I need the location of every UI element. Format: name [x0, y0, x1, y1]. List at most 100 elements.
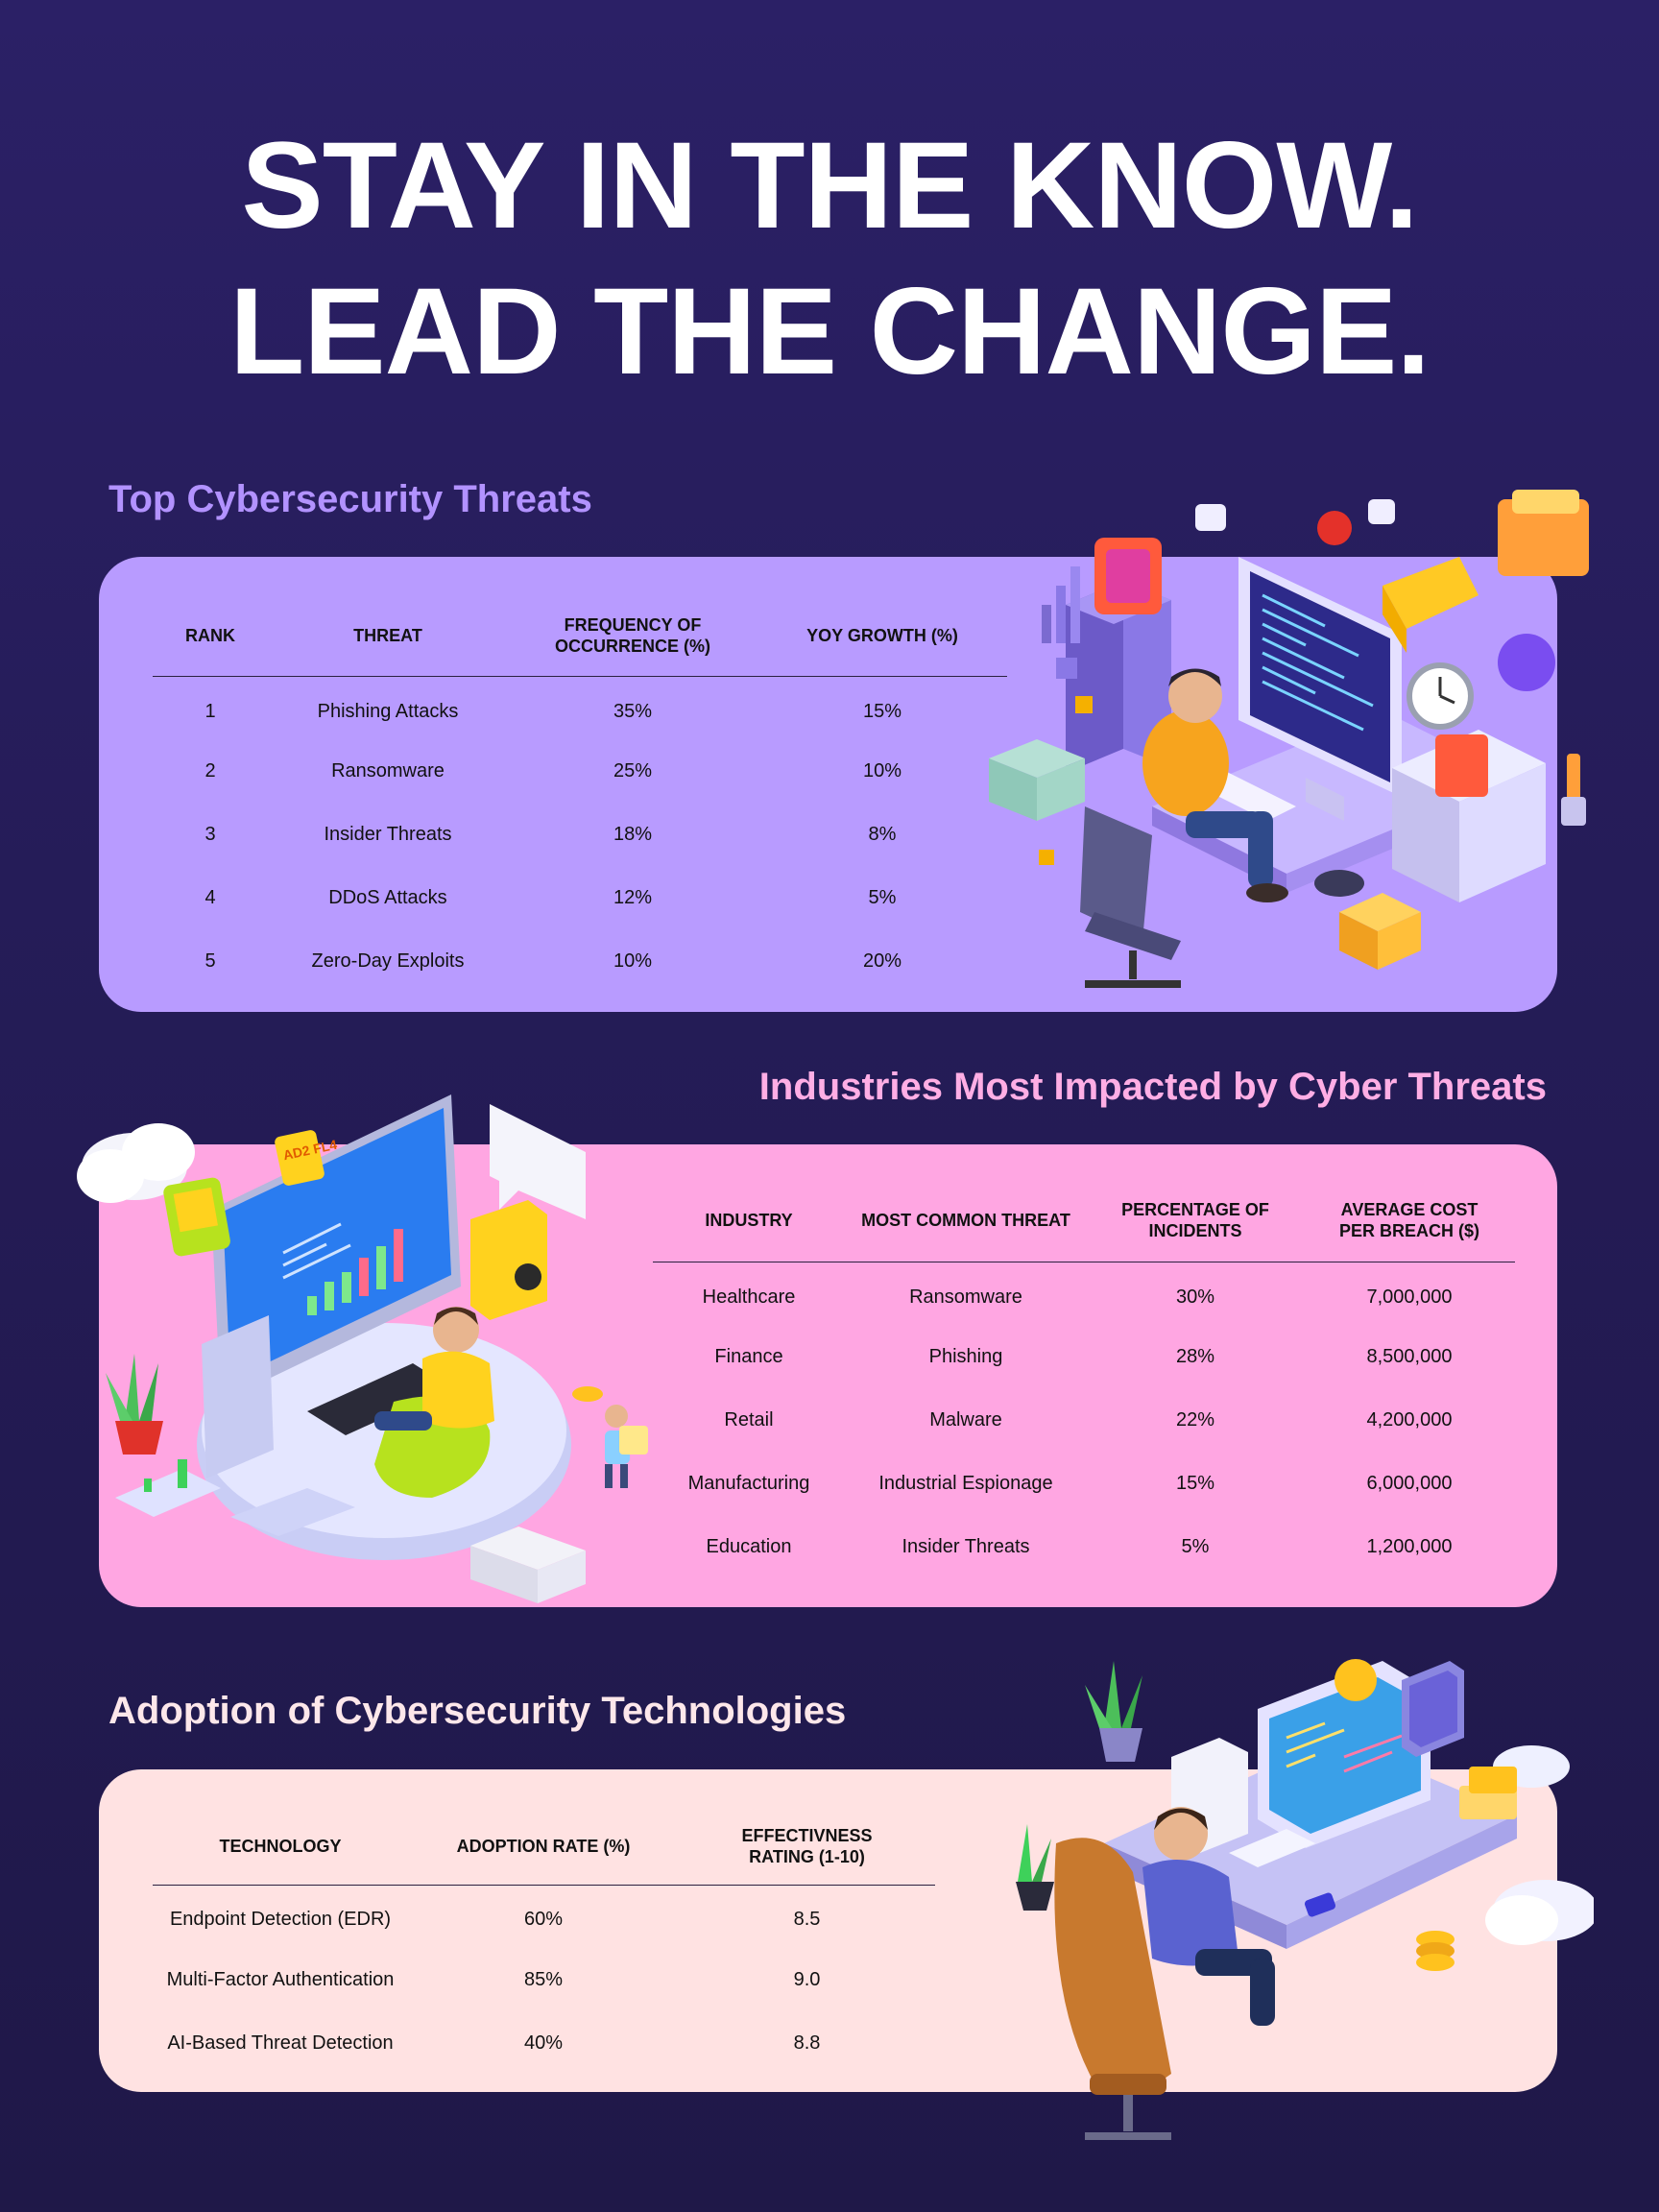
table-cell: 28%	[1175, 1345, 1215, 1367]
office-chair-icon	[1054, 1838, 1171, 2140]
virus-icon	[1317, 511, 1555, 691]
table-cell: 4,200,000	[1366, 1408, 1453, 1431]
column-header: INDUSTRY	[705, 1210, 793, 1230]
table-row: AI-Based Threat Detection 40% 8.8	[153, 2011, 935, 2075]
table-row: Education Insider Threats 5% 1,200,000	[653, 1515, 1515, 1578]
table-cell: 1	[204, 700, 216, 722]
table-cell: 15%	[862, 700, 902, 722]
person-icon	[1142, 1807, 1275, 2026]
table-row: Manufacturing Industrial Espionage 15% 6…	[653, 1452, 1515, 1515]
table-cell: Malware	[929, 1408, 1002, 1431]
table-cell: Ransomware	[909, 1286, 1022, 1308]
table-cell: Insider Threats	[902, 1535, 1030, 1557]
table-row: Healthcare Ransomware 30% 7,000,000	[653, 1262, 1515, 1325]
industries-table: INDUSTRY MOST COMMON THREAT PERCENTAGE O…	[653, 1179, 1515, 1578]
clock-icon	[1407, 662, 1474, 730]
table-header-row: TECHNOLOGY ADOPTION RATE (%) EFFECTIVNES…	[153, 1808, 935, 1885]
column-header: PERCENTAGE OF INCIDENTS	[1121, 1199, 1269, 1240]
headline-line-2: LEAD THE CHANGE.	[229, 263, 1431, 400]
industries-title: Industries Most Impacted by Cyber Threat…	[758, 1066, 1547, 1108]
column-header: YOY GROWTH (%)	[806, 625, 958, 645]
table-cell: 8.8	[793, 2032, 821, 2054]
table-cell: 6,000,000	[1366, 1472, 1453, 1494]
column-header: MOST COMMON THREAT	[861, 1210, 1070, 1230]
technologies-title: Adoption of Cybersecurity Technologies	[108, 1690, 847, 1732]
headline-line-1: STAY IN THE KNOW.	[241, 117, 1418, 254]
table-cell: 18%	[613, 823, 653, 845]
table-cell: 60%	[523, 1908, 564, 1930]
bar-chart-icon	[307, 1229, 403, 1315]
table-cell: 9.0	[793, 1968, 821, 1990]
table-cell: Manufacturing	[687, 1472, 810, 1494]
table-cell: 15%	[1175, 1472, 1215, 1494]
table-cell: Endpoint Detection (EDR)	[169, 1908, 392, 1930]
analytics-workstation-illustration: AD2 FL4	[77, 1094, 648, 1603]
table-cell: Education	[706, 1535, 792, 1557]
table-cell: 8,500,000	[1366, 1345, 1453, 1367]
threats-table: RANK THREAT FREQUENCY OF OCCURRENCE (%) …	[153, 595, 1007, 993]
table-row: Multi-Factor Authentication 85% 9.0	[153, 1948, 935, 2011]
threats-title: Top Cybersecurity Threats	[108, 478, 592, 520]
table-cell: DDoS Attacks	[328, 886, 447, 908]
coder-desk-illustration	[1016, 1659, 1594, 2140]
person-icon	[1142, 668, 1288, 902]
column-header: TECHNOLOGY	[219, 1836, 342, 1856]
table-cell: Multi-Factor Authentication	[166, 1968, 395, 1990]
table-cell: Industrial Espionage	[878, 1472, 1053, 1494]
table-cell: Phishing	[928, 1345, 1003, 1367]
table-cell: 8.5	[793, 1908, 821, 1930]
table-cell: 85%	[523, 1968, 564, 1990]
office-chair-icon	[1080, 806, 1181, 988]
table-cell: 4	[204, 886, 216, 908]
table-row: Retail Malware 22% 4,200,000	[653, 1388, 1515, 1452]
table-row: Finance Phishing 28% 8,500,000	[653, 1325, 1515, 1388]
developer-workstation-illustration	[989, 490, 1589, 988]
table-cell: Phishing Attacks	[317, 700, 459, 722]
column-header: RANK	[185, 625, 235, 645]
table-cell: 35%	[613, 700, 653, 722]
person-icon	[374, 1307, 494, 1431]
table-cell: 22%	[1175, 1408, 1215, 1431]
table-cell: 7,000,000	[1366, 1286, 1453, 1308]
column-header: FREQUENCY OF OCCURRENCE (%)	[555, 614, 710, 656]
table-cell: Retail	[724, 1408, 774, 1431]
table-cell: 25%	[613, 759, 653, 781]
column-header: THREAT	[353, 625, 422, 645]
plant-icon	[1016, 1824, 1054, 1911]
table-cell: Insider Threats	[324, 823, 452, 845]
table-header-row: RANK THREAT FREQUENCY OF OCCURRENCE (%) …	[153, 595, 1007, 676]
table-cell: AI-Based Threat Detection	[167, 2032, 394, 2054]
monitor-icon	[1258, 1661, 1431, 1848]
table-cell: 3	[204, 823, 216, 845]
column-header: ADOPTION RATE (%)	[456, 1836, 631, 1856]
table-cell: Healthcare	[702, 1286, 796, 1308]
table-row: Endpoint Detection (EDR) 60% 8.5	[153, 1885, 935, 1948]
table-cell: 12%	[613, 886, 653, 908]
table-cell: 10%	[613, 950, 653, 972]
technologies-table: TECHNOLOGY ADOPTION RATE (%) EFFECTIVNES…	[153, 1808, 935, 2075]
column-header: AVERAGE COST PER BREACH ($)	[1338, 1199, 1479, 1240]
table-cell: 40%	[523, 2032, 564, 2054]
table-row: 1 Phishing Attacks 35% 15%	[153, 676, 1007, 739]
table-cell: 2	[204, 759, 216, 781]
table-cell: 5%	[868, 886, 897, 908]
headline: STAY IN THE KNOW. LEAD THE CHANGE.	[0, 113, 1659, 405]
plant-icon	[106, 1354, 163, 1455]
person-icon	[605, 1405, 648, 1488]
monitor-icon	[211, 1094, 461, 1402]
table-row: 5 Zero-Day Exploits 10% 20%	[153, 929, 1007, 993]
table-row: 4 DDoS Attacks 12% 5%	[153, 866, 1007, 929]
table-header-row: INDUSTRY MOST COMMON THREAT PERCENTAGE O…	[653, 1179, 1515, 1262]
table-cell: 10%	[862, 759, 902, 781]
table-cell: 8%	[868, 823, 897, 845]
table-cell: Zero-Day Exploits	[311, 950, 465, 972]
table-row: 3 Insider Threats 18% 8%	[153, 803, 1007, 866]
table-cell: 30%	[1175, 1286, 1215, 1308]
table-cell: 5%	[1181, 1535, 1210, 1557]
monitor-icon	[1238, 557, 1402, 821]
table-cell: Finance	[714, 1345, 783, 1367]
table-cell: 5	[204, 950, 216, 972]
column-header: EFFECTIVNESS RATING (1-10)	[741, 1825, 873, 1866]
cloud-icon	[77, 1123, 195, 1203]
table-cell: 20%	[862, 950, 902, 972]
